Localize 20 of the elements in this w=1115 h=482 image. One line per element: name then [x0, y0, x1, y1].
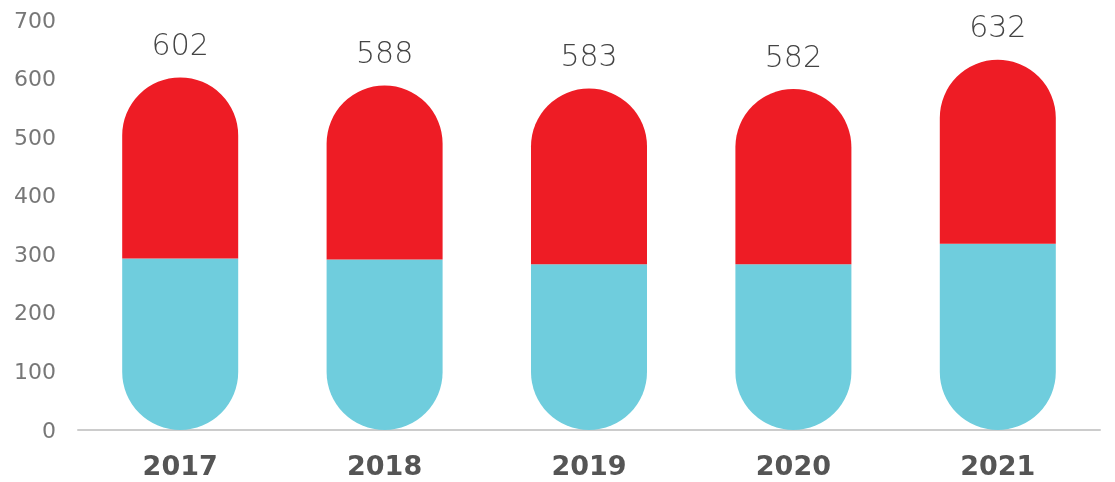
bar: [939, 59, 1056, 244]
total-label: 588: [355, 35, 414, 71]
x-tick-label: 2018: [347, 450, 423, 481]
x-tick-label: 2019: [551, 450, 627, 481]
total-label: 582: [764, 38, 823, 74]
y-tick-label: 200: [14, 300, 56, 326]
x-tick-label: 2021: [960, 450, 1036, 481]
x-tick-label: 2017: [142, 450, 218, 481]
y-tick-label: 600: [14, 66, 56, 92]
bar: [939, 243, 1056, 430]
y-tick-label: 0: [42, 417, 56, 443]
x-tick-label: 2020: [755, 450, 831, 481]
y-tick-label: 300: [14, 241, 56, 267]
y-tick-label: 100: [14, 358, 56, 384]
total-label: 583: [560, 38, 618, 74]
y-tick-label: 400: [14, 183, 56, 209]
total-label: 632: [969, 9, 1027, 45]
y-tick-label: 700: [14, 7, 56, 33]
y-tick-label: 500: [14, 124, 56, 150]
total-label: 602: [151, 26, 209, 62]
